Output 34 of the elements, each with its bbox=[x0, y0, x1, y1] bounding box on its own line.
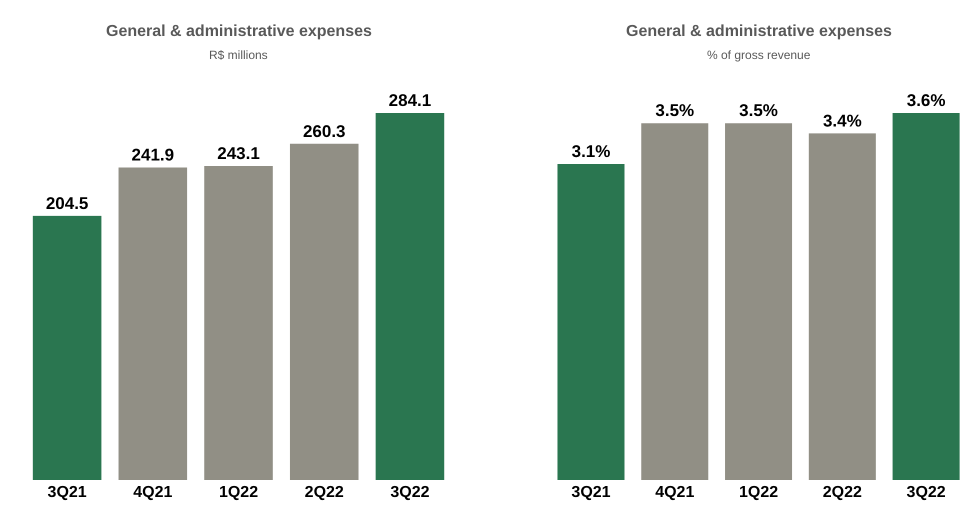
x-tick-label: 3Q22 bbox=[390, 484, 430, 501]
x-tick-label: 2Q22 bbox=[822, 484, 862, 501]
x-tick-label: 2Q22 bbox=[304, 484, 344, 501]
data-label: 3.5% bbox=[655, 101, 694, 120]
x-tick-label: 3Q21 bbox=[48, 484, 87, 501]
bar bbox=[808, 133, 876, 480]
chart-subtitle: % of gross revenue bbox=[707, 48, 811, 62]
x-tick-label: 4Q21 bbox=[655, 484, 694, 501]
data-label: 3.6% bbox=[906, 91, 946, 110]
data-label: 3.1% bbox=[572, 142, 610, 161]
chart-title: General & administrative expenses bbox=[106, 23, 372, 40]
bar bbox=[892, 113, 960, 480]
data-label: 241.9 bbox=[132, 146, 174, 165]
bar bbox=[118, 168, 188, 480]
data-label: 284.1 bbox=[388, 91, 432, 110]
bar bbox=[641, 123, 708, 480]
bar bbox=[557, 164, 624, 480]
data-label: 3.5% bbox=[739, 101, 778, 120]
x-tick-label: 1Q22 bbox=[218, 484, 258, 501]
x-tick-label: 1Q22 bbox=[738, 484, 778, 501]
x-tick-label: 3Q22 bbox=[906, 484, 946, 501]
data-label: 3.4% bbox=[822, 111, 862, 130]
chart-subtitle: R$ millions bbox=[209, 48, 268, 62]
chart-title: General & administrative expenses bbox=[626, 23, 892, 40]
data-label: 204.5 bbox=[46, 194, 88, 213]
x-tick-label: 4Q21 bbox=[133, 484, 172, 501]
bar bbox=[32, 216, 102, 480]
data-label: 260.3 bbox=[302, 122, 346, 141]
data-label: 243.1 bbox=[217, 144, 260, 163]
bar bbox=[290, 144, 359, 480]
bar bbox=[725, 123, 792, 480]
bar bbox=[376, 113, 444, 480]
x-tick-label: 3Q21 bbox=[571, 484, 611, 501]
bar bbox=[204, 166, 273, 480]
